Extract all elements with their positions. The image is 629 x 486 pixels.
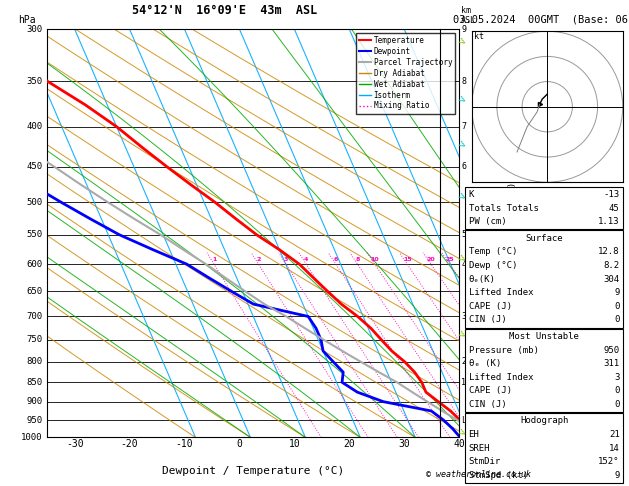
Text: 12.8: 12.8 <box>598 247 620 256</box>
Text: 1: 1 <box>212 257 216 262</box>
Text: Dewp (°C): Dewp (°C) <box>469 261 517 270</box>
Text: 10: 10 <box>289 439 300 450</box>
Text: 1: 1 <box>461 378 466 387</box>
Text: 1.13: 1.13 <box>598 217 620 226</box>
Text: -13: -13 <box>603 190 620 199</box>
Text: Surface: Surface <box>525 234 563 243</box>
Text: -10: -10 <box>175 439 193 450</box>
Text: 0: 0 <box>614 302 620 311</box>
Text: 152°: 152° <box>598 457 620 466</box>
Text: 8: 8 <box>461 77 466 86</box>
Legend: Temperature, Dewpoint, Parcel Trajectory, Dry Adiabat, Wet Adiabat, Isotherm, Mi: Temperature, Dewpoint, Parcel Trajectory… <box>356 33 455 114</box>
Text: 9: 9 <box>614 471 620 480</box>
Text: 950: 950 <box>26 416 42 424</box>
Text: 8.2: 8.2 <box>603 261 620 270</box>
Text: 54°12'N  16°09'E  43m  ASL: 54°12'N 16°09'E 43m ASL <box>131 4 317 17</box>
Text: 10: 10 <box>370 257 379 262</box>
Text: Dewpoint / Temperature (°C): Dewpoint / Temperature (°C) <box>162 466 344 476</box>
Text: 4: 4 <box>461 260 466 269</box>
Text: 800: 800 <box>26 357 42 366</box>
Text: 1000: 1000 <box>21 433 42 442</box>
Text: 550: 550 <box>26 230 42 239</box>
Text: 3: 3 <box>461 312 466 321</box>
Text: 300: 300 <box>26 25 42 34</box>
Text: 15: 15 <box>403 257 411 262</box>
Text: 9: 9 <box>461 25 466 34</box>
Text: 45: 45 <box>609 204 620 212</box>
Text: LCL: LCL <box>461 416 476 424</box>
Text: 9: 9 <box>614 288 620 297</box>
Text: PW (cm): PW (cm) <box>469 217 506 226</box>
Text: km
ASL: km ASL <box>461 6 476 25</box>
Text: K: K <box>469 190 474 199</box>
Text: >: > <box>450 329 467 351</box>
Text: 304: 304 <box>603 275 620 283</box>
Text: 3: 3 <box>284 257 288 262</box>
Text: 6: 6 <box>333 257 338 262</box>
Text: 0: 0 <box>237 439 242 450</box>
Text: 850: 850 <box>26 378 42 387</box>
Text: StmSpd (kt): StmSpd (kt) <box>469 471 528 480</box>
Text: 750: 750 <box>26 335 42 345</box>
Text: 25: 25 <box>445 257 454 262</box>
Text: CAPE (J): CAPE (J) <box>469 302 511 311</box>
Text: 5: 5 <box>461 230 466 239</box>
Text: Temp (°C): Temp (°C) <box>469 247 517 256</box>
Text: Pressure (mb): Pressure (mb) <box>469 346 538 354</box>
Text: 40: 40 <box>454 439 465 450</box>
Text: θₑ(K): θₑ(K) <box>469 275 496 283</box>
Text: 2: 2 <box>461 357 466 366</box>
Text: 7: 7 <box>461 122 466 131</box>
Text: >: > <box>450 426 467 449</box>
Text: >: > <box>450 253 467 276</box>
Text: CIN (J): CIN (J) <box>469 315 506 324</box>
Text: Totals Totals: Totals Totals <box>469 204 538 212</box>
Text: 600: 600 <box>26 260 42 269</box>
Text: © weatheronline.co.uk: © weatheronline.co.uk <box>426 469 530 479</box>
Text: 20: 20 <box>343 439 355 450</box>
Text: 0: 0 <box>614 400 620 409</box>
Text: 950: 950 <box>603 346 620 354</box>
Text: Lifted Index: Lifted Index <box>469 288 533 297</box>
Text: -20: -20 <box>121 439 138 450</box>
Text: 30: 30 <box>398 439 410 450</box>
Text: hPa: hPa <box>18 15 36 25</box>
Text: 8: 8 <box>355 257 360 262</box>
Text: 0: 0 <box>614 315 620 324</box>
Text: 700: 700 <box>26 312 42 321</box>
Text: SREH: SREH <box>469 444 490 452</box>
Text: >: > <box>450 93 467 116</box>
Text: >: > <box>450 35 467 58</box>
Text: -30: -30 <box>66 439 84 450</box>
Text: 650: 650 <box>26 287 42 296</box>
Text: 21: 21 <box>609 430 620 439</box>
Text: 3: 3 <box>614 373 620 382</box>
Text: θₑ (K): θₑ (K) <box>469 359 501 368</box>
Text: 20: 20 <box>426 257 435 262</box>
Text: 311: 311 <box>603 359 620 368</box>
Text: >: > <box>450 191 467 214</box>
Text: 6: 6 <box>461 162 466 171</box>
Text: Lifted Index: Lifted Index <box>469 373 533 382</box>
Text: EH: EH <box>469 430 479 439</box>
Text: 350: 350 <box>26 77 42 86</box>
Text: 500: 500 <box>26 198 42 207</box>
Text: CIN (J): CIN (J) <box>469 400 506 409</box>
Text: >: > <box>450 139 467 161</box>
Text: CAPE (J): CAPE (J) <box>469 386 511 395</box>
Text: 900: 900 <box>26 397 42 406</box>
Text: 450: 450 <box>26 162 42 171</box>
Text: 14: 14 <box>609 444 620 452</box>
Text: kt: kt <box>474 32 484 41</box>
Text: StmDir: StmDir <box>469 457 501 466</box>
Text: Mixing Ratio (g/kg): Mixing Ratio (g/kg) <box>508 182 517 284</box>
Text: 4: 4 <box>304 257 308 262</box>
Text: 0: 0 <box>614 386 620 395</box>
Text: 03.05.2024  00GMT  (Base: 06): 03.05.2024 00GMT (Base: 06) <box>454 14 629 24</box>
Text: Hodograph: Hodograph <box>520 417 568 425</box>
Text: 400: 400 <box>26 122 42 131</box>
Text: Most Unstable: Most Unstable <box>509 332 579 341</box>
Text: 2: 2 <box>256 257 260 262</box>
